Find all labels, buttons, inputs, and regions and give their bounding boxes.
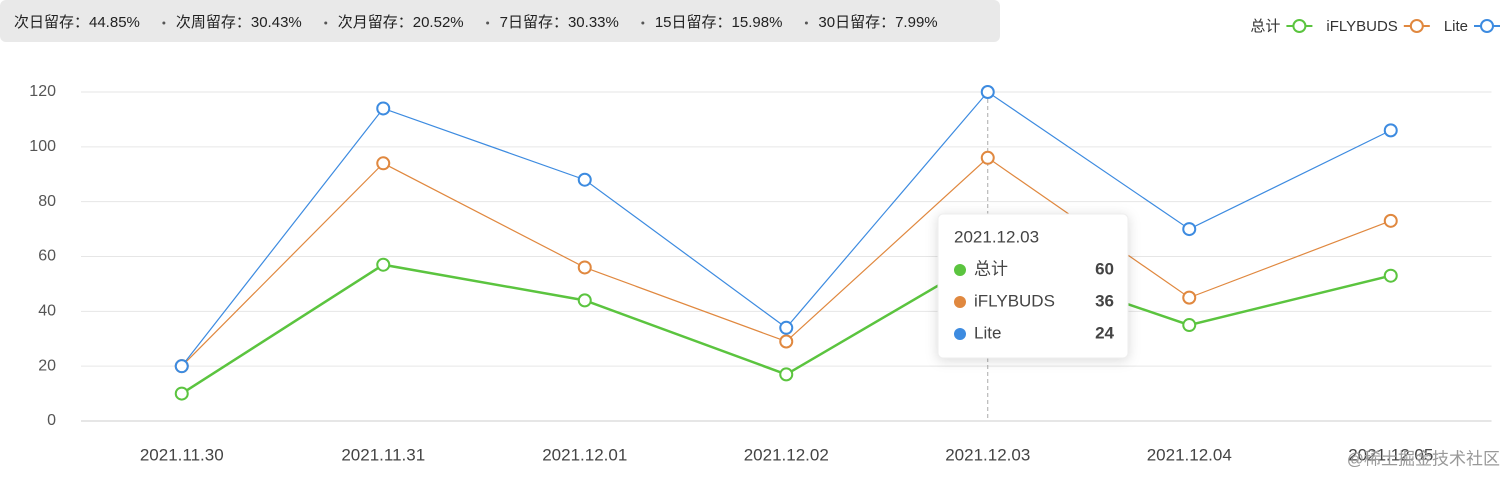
tooltip-value: 60 [1095,259,1114,278]
point [577,293,592,308]
x-tick-label: 2021.12.05 [1348,445,1433,464]
x-tick-label: 2021.12.03 [945,445,1030,464]
y-tick-label: 120 [29,83,56,100]
x-tick-label: 2021.12.01 [542,445,627,464]
tooltip-dot [954,264,966,276]
point [779,320,794,335]
tooltip-value: 24 [1095,323,1114,342]
x-tick-label: 2021.12.04 [1147,445,1232,464]
y-tick-label: 40 [38,303,56,320]
point [577,172,592,187]
point [577,260,592,275]
separator [324,21,328,25]
stat: 15日留存：15.98% [655,14,783,31]
stat: 7日留存：30.33% [500,14,619,31]
point [1182,318,1197,333]
tooltip-name: 总计 [974,259,1008,278]
lines [174,85,1398,401]
tooltip-name: iFLYBUDS [974,291,1055,310]
grid: 0 20 40 60 80 100 120 2021.11.30 2021.11.31 2021.… [29,83,1492,464]
separator [804,21,808,25]
point [1383,123,1398,138]
stat: 次周留存：30.43% [176,14,302,31]
x-tick-label: 2021.12.02 [744,445,829,464]
tooltip-title: 2021.12.03 [954,227,1039,246]
point [376,257,391,272]
stat: 30日留存：7.99% [818,14,937,31]
legend-label: iFLYBUDS [1326,18,1397,35]
tooltip-box [937,213,1129,359]
x-tick-label: 2021.11.30 [140,445,224,464]
separator [486,21,490,25]
stats: 次日留存：44.85% 次周留存：30.43% 次月留存：20.52% 7日留存：30… [14,14,938,31]
y-tick-label: 0 [47,412,56,429]
point [980,150,995,165]
stat: 次月留存：20.52% [338,14,464,31]
legend-marker [1292,19,1307,33]
point [174,386,189,401]
point [1182,290,1197,305]
stat: 次日留存：44.85% [14,14,140,31]
watermark: @稀土掘金技术社区 [1347,449,1500,468]
point [376,156,391,171]
stats-bar [0,0,1000,42]
tooltip: 2021.12.03 总计 60 iFLYBUDS 36 Lite 24 [937,213,1129,359]
point [1383,268,1398,283]
y-tick-label: 100 [29,138,56,155]
y-tick-label: 20 [38,357,56,374]
y-tick-label: 80 [38,193,56,210]
tooltip-dot [954,328,966,340]
y-tick-label: 60 [38,248,56,265]
point [779,334,794,349]
tooltip-value: 36 [1095,291,1114,310]
legend-label: 总计 [1250,18,1280,35]
separator [162,21,166,25]
legend: Lite iFLYBUDS 总计 [1250,18,1500,35]
point [174,359,189,374]
point [779,367,794,382]
x-tick-label: 2021.11.31 [341,445,425,464]
legend-marker [1480,19,1494,33]
point [376,101,391,116]
point [1383,213,1398,228]
legend-marker [1409,19,1424,33]
separator [641,21,645,25]
point [980,85,995,99]
tooltip-dot [954,296,966,308]
tooltip-name: Lite [974,323,1001,342]
legend-label: Lite [1444,18,1468,35]
point [1182,222,1197,237]
